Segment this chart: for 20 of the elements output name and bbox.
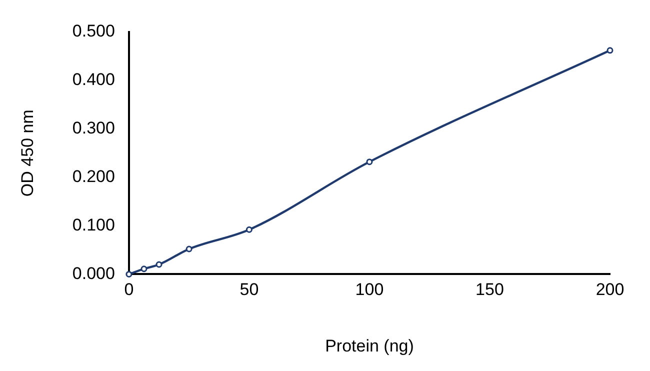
y-axis-title: OD 450 nm bbox=[18, 110, 37, 197]
point bbox=[126, 270, 132, 278]
x-tick-label: 50 bbox=[240, 280, 259, 300]
x-tick-label: 150 bbox=[476, 280, 504, 300]
x-tick-label: 100 bbox=[355, 280, 384, 300]
x-tick-label: 0 bbox=[124, 280, 134, 300]
y-tick-label: 0.400 bbox=[72, 70, 115, 90]
point bbox=[140, 266, 148, 272]
x-tick-label: 200 bbox=[596, 280, 624, 300]
point bbox=[366, 158, 373, 166]
point bbox=[156, 261, 162, 268]
point bbox=[606, 47, 614, 54]
y-tick-label: 0.300 bbox=[72, 118, 115, 138]
y-tick-label: 0.500 bbox=[72, 22, 115, 41]
y-tick-label: 0.100 bbox=[72, 215, 115, 234]
x-axis-title: Protein (ng) bbox=[325, 336, 414, 356]
point bbox=[186, 246, 192, 252]
point bbox=[246, 226, 252, 233]
y-tick-label: 0.200 bbox=[72, 167, 115, 186]
y-tick-label: 0.000 bbox=[72, 264, 115, 283]
